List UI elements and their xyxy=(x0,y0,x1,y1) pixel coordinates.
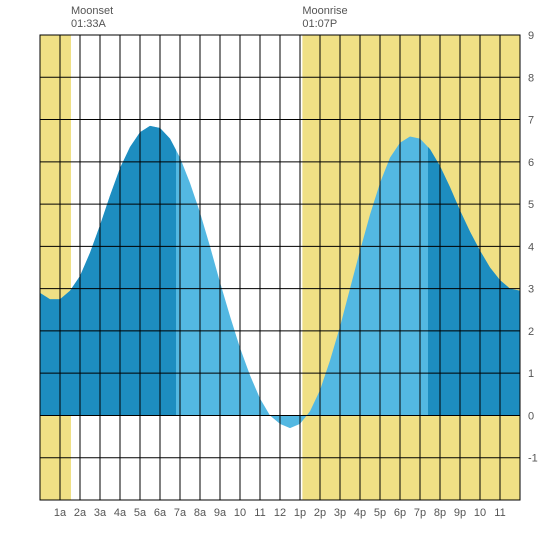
x-tick-label: 12 xyxy=(274,507,286,519)
x-tick-label: 2p xyxy=(314,507,326,519)
y-tick-label: 1 xyxy=(528,368,534,380)
x-tick-label: 3a xyxy=(94,507,107,519)
x-tick-label: 11 xyxy=(494,507,505,519)
y-tick-label: 7 xyxy=(528,115,534,127)
x-tick-label: 4p xyxy=(354,507,366,519)
y-tick-label: 6 xyxy=(528,157,534,169)
x-tick-label: 9p xyxy=(454,507,466,519)
moonset-time: 01:33A xyxy=(71,18,107,30)
x-tick-label: 5p xyxy=(374,507,386,519)
x-tick-label: 2a xyxy=(74,507,87,519)
moonrise-time: 01:07P xyxy=(302,18,337,30)
x-tick-label: 10 xyxy=(234,507,246,519)
y-tick-label: 0 xyxy=(528,410,534,422)
y-tick-label: -1 xyxy=(528,453,538,465)
y-tick-label: 9 xyxy=(528,30,534,42)
chart-svg: -101234567891a2a3a4a5a6a7a8a9a1011121p2p… xyxy=(0,0,550,550)
x-tick-label: 1p xyxy=(294,507,306,519)
y-tick-label: 3 xyxy=(528,284,534,296)
x-tick-label: 8p xyxy=(434,507,446,519)
y-tick-label: 5 xyxy=(528,199,534,211)
x-tick-label: 6p xyxy=(394,507,406,519)
moonrise-label: Moonrise xyxy=(302,5,347,17)
x-tick-label: 9a xyxy=(214,507,227,519)
x-tick-label: 7p xyxy=(414,507,426,519)
x-tick-label: 1a xyxy=(54,507,67,519)
y-tick-label: 2 xyxy=(528,326,534,338)
x-tick-label: 7a xyxy=(174,507,187,519)
moonset-label: Moonset xyxy=(71,5,113,17)
y-tick-label: 8 xyxy=(528,72,534,84)
x-tick-label: 4a xyxy=(114,507,127,519)
moon-band-pre-set xyxy=(40,35,71,500)
x-tick-label: 10 xyxy=(474,507,486,519)
x-tick-label: 6a xyxy=(154,507,167,519)
x-tick-label: 8a xyxy=(194,507,207,519)
tide-chart: -101234567891a2a3a4a5a6a7a8a9a1011121p2p… xyxy=(0,0,550,550)
y-tick-label: 4 xyxy=(528,241,534,253)
x-tick-label: 3p xyxy=(334,507,346,519)
x-tick-label: 11 xyxy=(254,507,265,519)
x-tick-label: 5a xyxy=(134,507,147,519)
